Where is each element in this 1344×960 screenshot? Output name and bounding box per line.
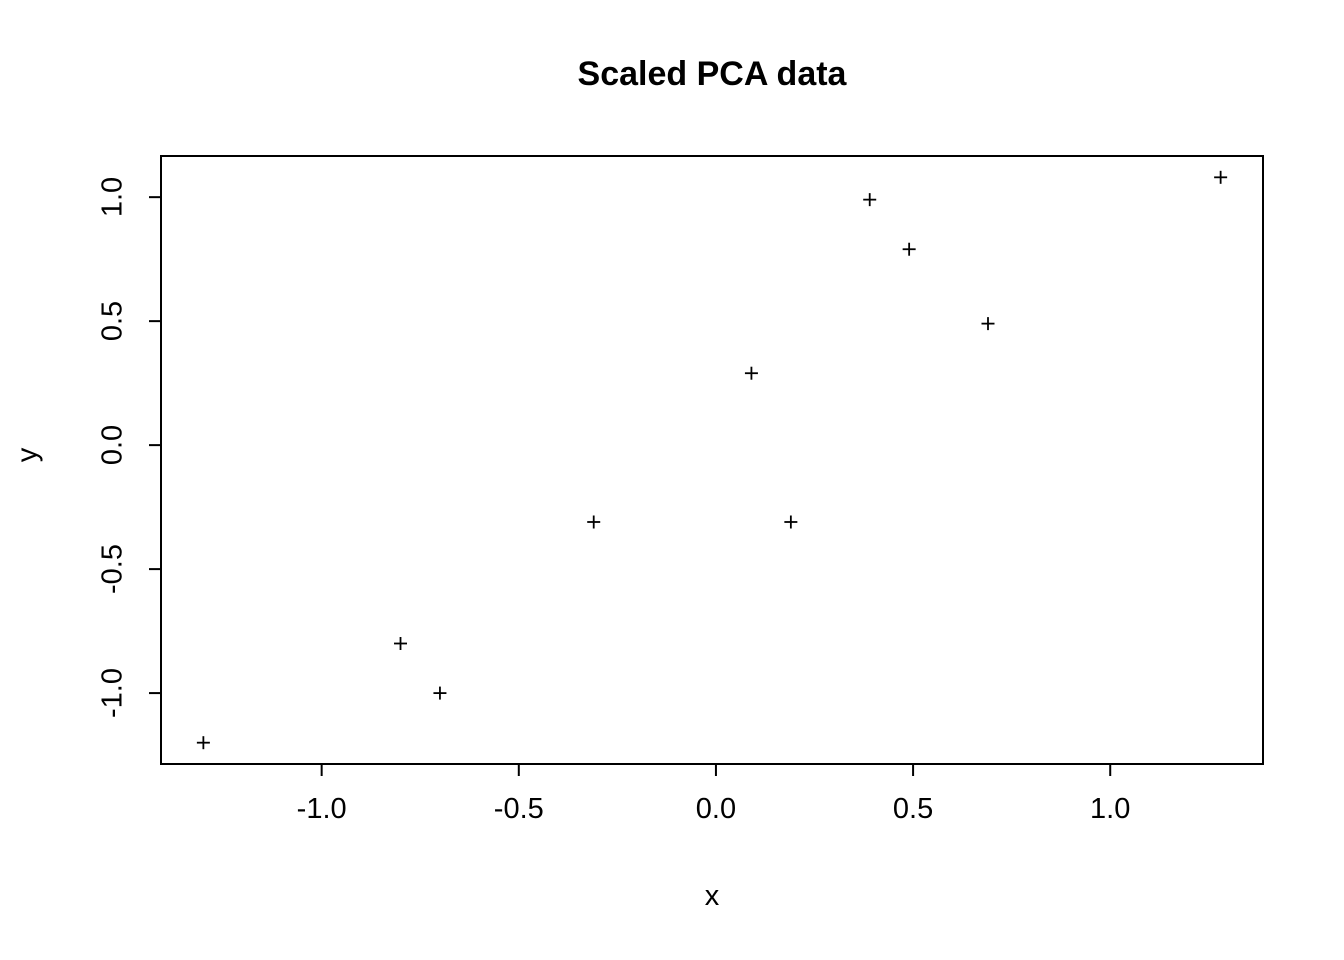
y-tick-label: 0.0	[96, 424, 129, 466]
plot-area	[160, 155, 1264, 765]
y-tick-label: -0.5	[96, 544, 129, 595]
x-tick-label: 0.5	[892, 793, 934, 825]
x-tick-label: -0.5	[493, 793, 544, 825]
y-tick-label: 0.5	[96, 300, 129, 342]
x-tick-label: 0.0	[695, 793, 737, 825]
y-tick-label: 1.0	[96, 176, 129, 218]
x-axis-label: x	[704, 880, 720, 912]
y-axis-label: y	[11, 447, 44, 463]
x-tick-label: -1.0	[296, 793, 347, 825]
chart-title: Scaled PCA data	[577, 55, 847, 93]
y-tick-label: -1.0	[96, 668, 129, 719]
x-tick-label: 1.0	[1090, 793, 1131, 825]
